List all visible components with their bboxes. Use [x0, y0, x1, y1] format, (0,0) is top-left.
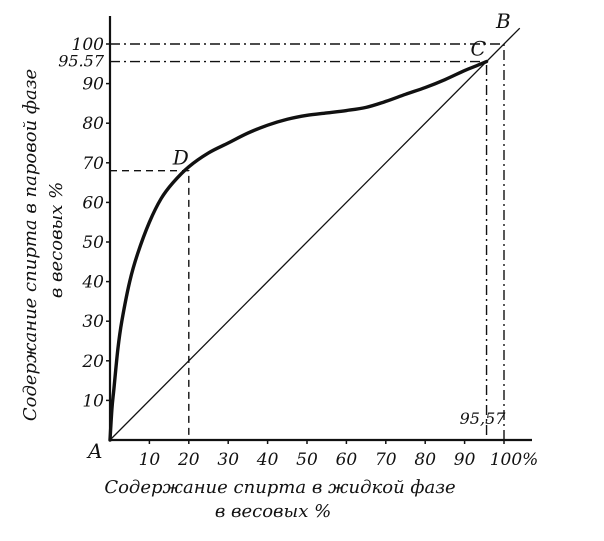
origin-label: A — [86, 439, 102, 463]
point-b-label: B — [495, 9, 511, 33]
point-c-guide — [110, 60, 488, 440]
x-axis-label: Содержание спирта в жидкой фазе — [104, 477, 455, 498]
axes — [106, 16, 532, 444]
y-tick-label: 100 — [72, 35, 105, 55]
x-tick-label: 70 — [375, 450, 397, 470]
y-tick-label: 40 — [81, 273, 104, 293]
axis-labels: Содержание спирта в жидкой фазе в весовых… — [20, 69, 456, 522]
x-tick-label: 20 — [177, 450, 200, 470]
y-tick-label: 80 — [82, 114, 104, 134]
tick-labels: 10 20 30 40 50 60 70 80 90 100% 10 20 30 40 50 60 70 80 90… — [58, 35, 538, 470]
x-tick-label: 50 — [296, 450, 318, 470]
x-tick-label: 100% — [490, 450, 539, 470]
x-tick-label: 40 — [256, 450, 279, 470]
x-tick-label: 80 — [414, 450, 436, 470]
y-extra-tick-label: 95.57 — [58, 52, 105, 71]
series-lines — [108, 27, 521, 442]
point-d-label: D — [172, 146, 189, 170]
equilibrium-curve — [108, 59, 489, 442]
y-tick-label: 10 — [82, 391, 104, 411]
y-tick-label: 30 — [82, 312, 104, 332]
y-tick-label: 50 — [82, 233, 104, 253]
x-axis-label-unit: в весовых % — [215, 501, 331, 522]
y-tick-label: 60 — [82, 193, 104, 213]
x-tick-label: 90 — [454, 450, 476, 470]
x-tick-label: 30 — [217, 450, 239, 470]
y-tick-label: 70 — [82, 154, 104, 174]
point-c-label: C — [471, 37, 486, 61]
x-annotation-label: 95,57 — [460, 409, 507, 428]
y-axis-label: Содержание спирта в паровой фазе — [20, 69, 41, 421]
point-labels: A D CB — [86, 9, 511, 463]
x-tick-label: 60 — [336, 450, 358, 470]
y-tick-label: 20 — [81, 352, 104, 372]
x-tick-label: 10 — [139, 450, 161, 470]
y-tick-label: 90 — [82, 75, 104, 95]
point-d-guide — [110, 170, 190, 440]
y-axis-label-unit: в весовых % — [46, 182, 67, 298]
diagonal-line — [109, 27, 521, 441]
